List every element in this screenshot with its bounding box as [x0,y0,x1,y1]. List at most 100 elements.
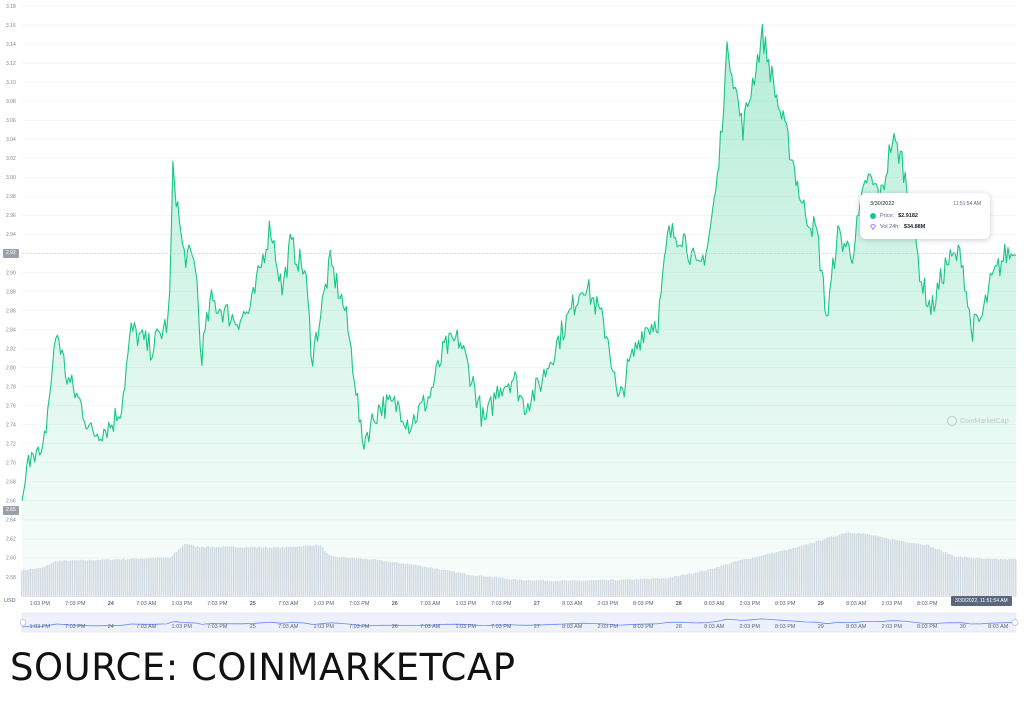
y-tick-label: 2.78 [6,384,16,390]
navigator-tick-label: 8:03 AM [704,624,725,630]
navigator-tick-label: 2:03 PM [882,624,903,630]
navigator-tick-label: 30 [960,624,966,630]
navigator-tick-label: 24 [108,624,114,630]
y-tick-label: 2.62 [6,537,16,543]
y-tick-label: 3.14 [6,42,16,48]
y-tick-label: 2.90 [6,270,16,276]
y-tick-label: 2.70 [6,461,16,467]
x-tick-label: 8:03 PM [775,601,796,607]
tooltip-volume-label: Vol 24h: [880,224,900,230]
x-tick-label: 7:03 PM [207,601,228,607]
navigator-tick-label: 7:03 PM [491,624,512,630]
tooltip-price-row: Price: $2.9182 [870,213,918,219]
navigator-tick-label: 28 [676,624,682,630]
x-tick-label: 7:03 PM [65,601,86,607]
x-tick-label: 25 [250,601,256,607]
y-tick-label: 3.18 [6,4,16,10]
navigator-tick-label: 1:03 PM [172,624,193,630]
x-tick-label: 2:03 PM [740,601,761,607]
navigator-tick-label: 7:03 AM [420,624,441,630]
tooltip-volume-value: $34.88M [903,224,926,230]
currency-label: USD [4,598,16,604]
navigator-tick-label: 7:03 PM [349,624,370,630]
navigator-tick-label: 8:03 AM [988,624,1009,630]
y-tick-label: 3.06 [6,118,16,124]
navigator-tick-label: 1:03 PM [314,624,335,630]
navigator-handle-right [1011,619,1019,626]
price-dot-icon [870,213,876,219]
price-chart-area[interactable]: 3.18 3.16 3.14 3.12 3.10 3.08 3.06 3.04 3.02 3.00… [0,0,1024,640]
tooltip-volume-row: Vol 24h: $34.88M [870,224,925,230]
x-axis: 1:03 PM 7:03 PM 24 7:03 AM 1:03 PM 7:03 PM 25 7… [30,601,1009,607]
y-tick-label: 2.74 [6,423,16,429]
x-tick-label: 8:03 PM [633,601,654,607]
y-tick-label: 2.72 [6,442,16,448]
x-tick-label: 7:03 PM [349,601,370,607]
navigator-tick-label: 29 [818,624,824,630]
y-tick-label: 3.10 [6,80,16,86]
y-tick-label: 3.02 [6,156,16,162]
source-caption: SOURCE: COINMARKETCAP [10,646,516,689]
navigator-tick-label: 7:03 AM [136,624,157,630]
x-tick-label: 26 [392,601,398,607]
x-tick-label: 7:03 AM [136,601,157,607]
x-tick-label: 7:03 AM [420,601,441,607]
y-tick-label: 2.82 [6,346,16,352]
y-tick-label: 2.58 [6,575,16,581]
navigator-tick-label: 8:03 AM [846,624,867,630]
navigator-line [21,618,1016,628]
x-tick-label: 2:03 PM [882,601,903,607]
navigator-tick-label: 25 [250,624,256,630]
price-area-fill [22,24,1016,596]
coinmarketcap-logo-icon [947,416,957,426]
y-tick-label: 2.88 [6,289,16,295]
volume-diamond-icon [870,224,876,230]
navigator-tick-label: 8:03 PM [633,624,654,630]
x-tick-label: 1:03 PM [456,601,477,607]
crosshair-time-tag: 3/30/2022, 11:51:54 AM [951,596,1012,606]
x-tick-label: 2:03 PM [598,601,619,607]
tooltip-price-value: $2.9182 [898,213,918,219]
x-tick-label: 1:03 PM [30,601,51,607]
x-tick-label: 27 [534,601,540,607]
x-tick-label: 28 [676,601,682,607]
x-tick-label: 1:03 PM [172,601,193,607]
y-tick-label: 2.96 [6,213,16,219]
navigator-tick-label: 26 [392,624,398,630]
y-tick-label: 2.80 [6,365,16,371]
tooltip-time: 11:51:54 AM [953,201,981,207]
range-navigator: 1:03 PM 7:03 PM 24 7:03 AM 1:03 PM 7:03 PM 25 7… [19,612,1019,633]
y-tick-label: 2.98 [6,194,16,200]
y-tick-label: 3.12 [6,61,16,67]
y-tick-label: 2.86 [6,308,16,314]
x-tick-label: 8:03 PM [917,601,938,607]
tooltip-price-label: Price: [880,213,895,219]
x-tick-label: 8:03 AM [704,601,725,607]
navigator-tick-label: 8:03 AM [562,624,583,630]
x-tick-label: 8:03 AM [846,601,867,607]
y-tick-label: 2.64 [6,518,16,524]
y-tick-label: 3.08 [6,99,16,105]
navigator-handle-left [19,619,27,626]
navigator-tick-label: 7:03 PM [207,624,228,630]
navigator-tick-label: 8:03 PM [775,624,796,630]
y-tick-label: 2.84 [6,327,16,333]
volume-bar [20,570,23,597]
y-tick-label: 2.94 [6,232,16,238]
min-price-tag: 2.65 [3,505,19,515]
y-tick-label: 3.04 [6,137,16,143]
y-tick-label: 3.00 [6,175,16,181]
x-tick-label: 8:03 AM [562,601,583,607]
y-tick-label: 2.60 [6,556,16,562]
navigator-tick-label: 1:03 PM [30,624,51,630]
navigator-tick-label: 1:03 PM [456,624,477,630]
coinmarketcap-watermark: CoinMarketCap [947,416,1009,426]
tooltip-date: 3/30/2022 [870,201,895,207]
y-tick-label: 2.68 [6,480,16,486]
price-chart-svg[interactable]: 3.18 3.16 3.14 3.12 3.10 3.08 3.06 3.04 3.02 3.00… [0,0,1024,640]
price-tooltip: 3/30/2022 11:51:54 AM Price: $2.9182 Vol… [860,193,990,239]
watermark-text: CoinMarketCap [960,417,1009,425]
navigator-tick-label: 7:03 AM [278,624,299,630]
x-tick-label: 7:03 AM [278,601,299,607]
x-tick-label: 1:03 PM [314,601,335,607]
